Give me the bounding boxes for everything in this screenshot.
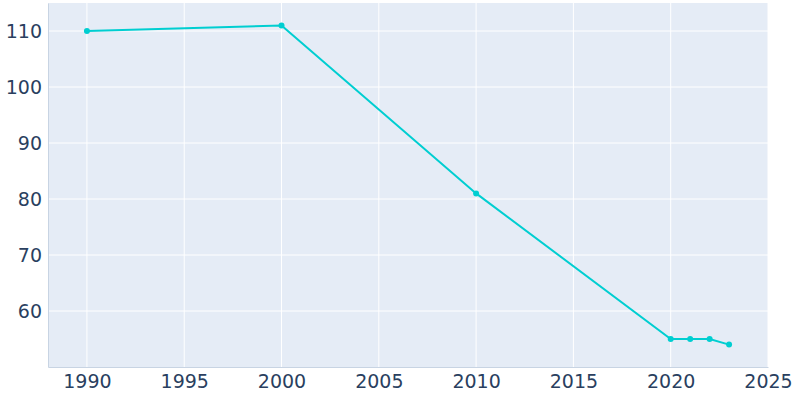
- tick: 100: [6, 76, 48, 98]
- tick: 1990: [63, 367, 111, 392]
- grid-line-y: [48, 255, 768, 256]
- tick-label: 2000: [258, 370, 306, 392]
- grid-line-x: [86, 3, 87, 367]
- tick-label: 80: [18, 188, 42, 210]
- grid-line-x: [378, 3, 379, 367]
- line: [87, 25, 729, 344]
- grid-line-y: [48, 311, 768, 312]
- grid-line-x: [476, 3, 477, 367]
- grid-line-y: [48, 143, 768, 144]
- tick-label: 1995: [161, 370, 209, 392]
- point: [84, 28, 90, 34]
- tick-label: 1990: [63, 370, 111, 392]
- axis-line: [49, 367, 769, 368]
- grid-line-y: [48, 87, 768, 88]
- grid-line-x: [184, 3, 185, 367]
- tick-label: 2025: [744, 370, 792, 392]
- tick: 2020: [647, 367, 695, 392]
- point: [668, 336, 674, 342]
- tick-label: 70: [18, 244, 42, 266]
- tick: 1995: [161, 367, 209, 392]
- tick: 90: [18, 132, 48, 154]
- grid-line-x: [670, 3, 671, 367]
- tick: 110: [6, 20, 48, 42]
- grid-line-x: [768, 3, 769, 367]
- point: [473, 190, 479, 196]
- tick-label: 60: [18, 300, 42, 322]
- tick: 2025: [744, 367, 792, 392]
- tick-label: 90: [18, 132, 42, 154]
- point: [726, 342, 732, 348]
- point: [279, 22, 285, 28]
- y-axis: 60 70 80 90 100 110: [6, 4, 49, 368]
- grid-line-y: [48, 31, 768, 32]
- tick: 80: [18, 188, 48, 210]
- point: [707, 336, 713, 342]
- grid-line-x: [281, 3, 282, 367]
- chart: 1990 1995 2000 2005 2010 2015 2020 2025 60 70 80 90…: [0, 0, 800, 400]
- tick-label: 2010: [452, 370, 500, 392]
- series: [84, 22, 732, 347]
- tick: 2010: [452, 367, 500, 392]
- tick-label: 2020: [647, 370, 695, 392]
- tick: 2000: [258, 367, 306, 392]
- grid-line-y: [48, 199, 768, 200]
- point: [687, 336, 693, 342]
- tick: 2015: [550, 367, 598, 392]
- x-axis: 1990 1995 2000 2005 2010 2015 2020 2025: [49, 367, 793, 392]
- plot: 1990 1995 2000 2005 2010 2015 2020 2025 60 70 80 90…: [6, 3, 793, 392]
- axis-line: [48, 4, 49, 368]
- tick: 70: [18, 244, 48, 266]
- grid: [48, 3, 768, 367]
- tick: 60: [18, 300, 48, 322]
- tick-label: 2015: [550, 370, 598, 392]
- tick-label: 100: [6, 76, 42, 98]
- plot-background: [48, 3, 768, 367]
- tick-label: 110: [6, 20, 42, 42]
- tick-label: 2005: [355, 370, 403, 392]
- grid-line-x: [573, 3, 574, 367]
- tick: 2005: [355, 367, 403, 392]
